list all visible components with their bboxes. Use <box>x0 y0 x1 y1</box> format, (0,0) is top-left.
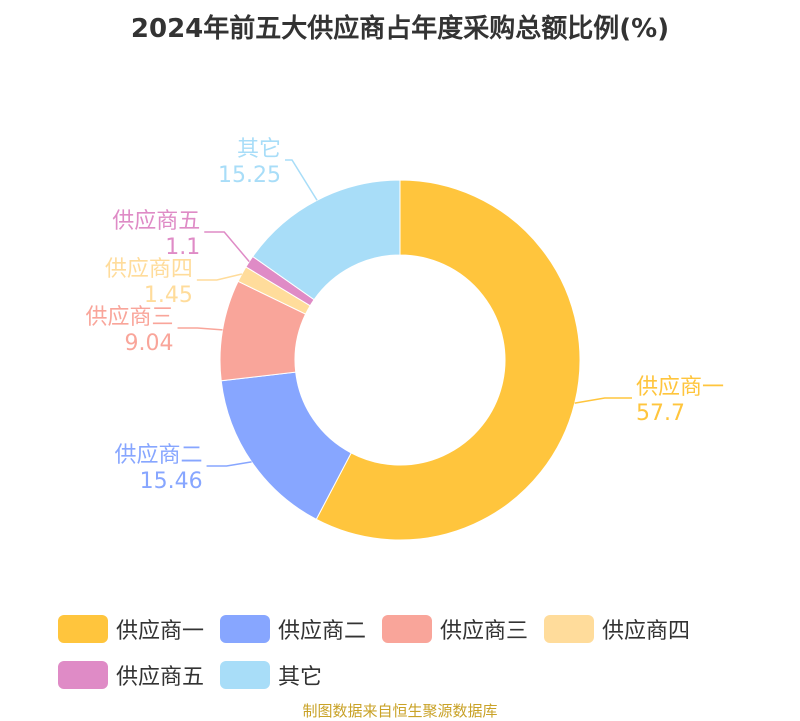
legend-swatch-3 <box>382 615 433 643</box>
legend-label-6: 其它 <box>278 665 323 690</box>
slice-label-6: 其它 <box>237 137 281 162</box>
legend-item-3[interactable]: 供应商三 <box>382 613 528 645</box>
legend-item-5[interactable]: 供应商五 <box>58 659 204 691</box>
slice-value-3: 9.04 <box>125 331 174 356</box>
legend-item-6[interactable]: 其它 <box>220 659 322 691</box>
legend-label-4: 供应商四 <box>602 619 691 644</box>
slice-value-1: 57.7 <box>636 401 685 426</box>
legend-swatch-5 <box>58 661 108 689</box>
slice-label-5: 供应商五 <box>112 209 200 234</box>
slice-value-6: 15.25 <box>218 163 281 188</box>
slice-label-3: 供应商三 <box>86 305 174 330</box>
chart-title: 2024年前五大供应商占年度采购总额比例(%) <box>130 14 670 44</box>
slice-6[interactable] <box>252 179 401 301</box>
legend-label-3: 供应商三 <box>440 619 529 644</box>
leader-line-4 <box>196 273 243 281</box>
leader-line-3 <box>177 327 223 331</box>
legend-label-2: 供应商二 <box>278 619 367 644</box>
legend-swatch-2 <box>220 615 271 643</box>
legend-label-1: 供应商一 <box>116 619 205 644</box>
slice-value-2: 15.46 <box>140 469 203 494</box>
legend-item-2[interactable]: 供应商二 <box>220 613 366 645</box>
slice-label-4: 供应商四 <box>105 257 193 282</box>
slice-label-2: 供应商二 <box>115 443 203 468</box>
legend-swatch-6 <box>220 661 271 689</box>
leader-lines <box>177 159 632 467</box>
leader-line-2 <box>206 461 252 467</box>
slice-value-5: 1.1 <box>165 235 200 260</box>
legend-swatch-4 <box>544 615 595 643</box>
legend-row-1: 供应商一 供应商二 供应商三 供应商四 <box>58 606 778 652</box>
legend: 供应商一 供应商二 供应商三 供应商四 供应商五 其它 <box>58 606 778 698</box>
leader-line-6 <box>285 159 318 201</box>
slice-1[interactable] <box>315 179 581 541</box>
leader-line-1 <box>574 397 632 404</box>
legend-label-5: 供应商五 <box>116 665 205 690</box>
legend-row-2: 供应商五 其它 <box>58 652 778 698</box>
data-source-footer: 制图数据来自恒生聚源数据库 <box>302 702 498 720</box>
slice-label-1: 供应商一 <box>636 375 724 400</box>
pie-slices <box>219 179 581 541</box>
legend-item-1[interactable]: 供应商一 <box>58 613 204 645</box>
legend-item-4[interactable]: 供应商四 <box>544 613 690 645</box>
legend-swatch-1 <box>58 615 108 643</box>
slice-value-4: 1.45 <box>144 283 193 308</box>
leader-line-5 <box>204 231 250 263</box>
